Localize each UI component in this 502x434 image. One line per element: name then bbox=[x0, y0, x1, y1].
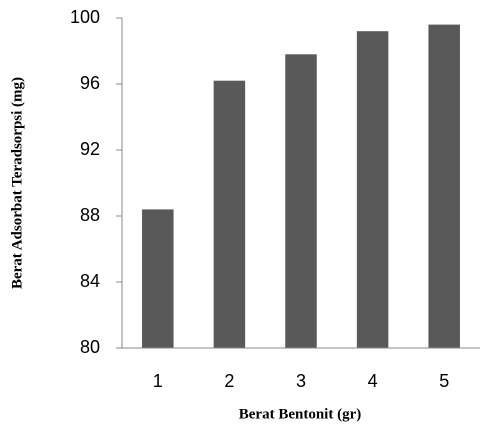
y-tick-label: 96 bbox=[80, 73, 100, 93]
bar bbox=[428, 24, 460, 348]
y-axis-title: Berat Adsorbat Teradsorpsi (mg) bbox=[9, 77, 25, 289]
y-tick-label: 100 bbox=[70, 7, 100, 27]
x-tick-label: 5 bbox=[439, 371, 449, 391]
bar bbox=[213, 80, 246, 348]
x-tick-label: 1 bbox=[153, 371, 163, 391]
y-tick-label: 88 bbox=[80, 205, 100, 225]
x-axis-title: Berat Bentonit (gr) bbox=[239, 406, 361, 422]
y-tick-label: 92 bbox=[80, 139, 100, 159]
bar bbox=[142, 209, 174, 348]
x-tick-label: 3 bbox=[296, 371, 306, 391]
bar bbox=[285, 54, 317, 349]
x-tick-label: 4 bbox=[368, 371, 378, 391]
x-tick-label: 2 bbox=[224, 371, 234, 391]
y-tick-label: 84 bbox=[80, 271, 100, 291]
bar bbox=[356, 31, 389, 348]
y-tick-label: 80 bbox=[80, 337, 100, 357]
